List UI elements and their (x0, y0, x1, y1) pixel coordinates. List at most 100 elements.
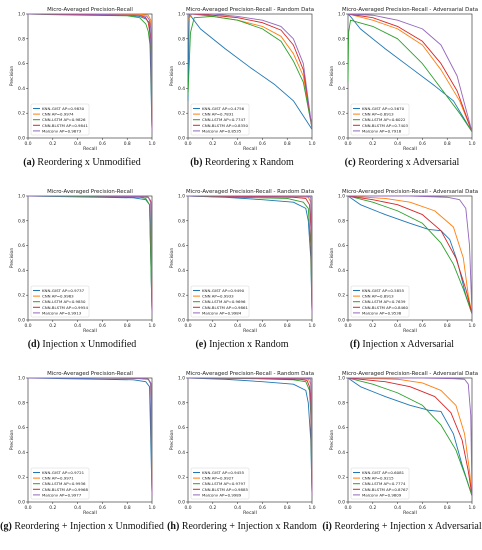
legend-entry: CNN-LSTM AP=0.6022 (362, 117, 406, 122)
legend-entry: Malconv AP=0.8535 (202, 128, 242, 133)
chart-panel: Micro-Averaged Precision-Recall 0.0 0.2 0.4… (6, 4, 158, 152)
chart-title: Micro-Averaged Precision-Recall - Random… (186, 7, 314, 13)
chart-svg: Micro-Averaged Precision-Recall - Random… (169, 7, 316, 152)
y-tick-label: 1.0 (338, 12, 345, 18)
x-tick-label: 0.4 (74, 505, 81, 511)
subfigure-caption: (h) Reordering + Injection x Random (160, 521, 324, 532)
legend-entry: KNN-GIST AP=0.9830 (42, 106, 85, 111)
chart-panel: Micro-Averaged Precision-Recall - Advers… (326, 368, 478, 516)
series-line (348, 377, 473, 496)
y-tick-label: 0.2 (338, 475, 345, 481)
caption-text: Injection x Random (206, 339, 289, 350)
x-tick-label: 0.8 (284, 505, 291, 511)
legend-entry: CNN-BLSTM AP=0.9968 (42, 487, 88, 492)
legend-entry: CNN-LSTM AP=0.9797 (202, 481, 246, 486)
series-line (347, 13, 473, 132)
series-line (347, 13, 473, 132)
x-tick-label: 0.6 (419, 141, 426, 147)
y-tick-label: 0.2 (178, 111, 185, 117)
subfigure-caption: (c) Reordering x Adversarial (320, 157, 482, 168)
legend-box (190, 467, 250, 500)
x-tick-label: 0.2 (49, 505, 56, 511)
caption-letter: (d) (27, 339, 40, 350)
legend-box (190, 285, 250, 318)
y-tick-label: 0.8 (178, 218, 185, 224)
legend-entry: Malconv AP=0.9984 (202, 310, 242, 315)
x-axis-label: Recall (83, 146, 97, 150)
series-line (347, 195, 473, 314)
legend-entry: Malconv AP=0.7916 (362, 128, 402, 133)
legend-entry: KNN-GIST AP=0.9490 (202, 288, 245, 293)
legend-entry: CNN-BLSTM AP=0.8460 (362, 305, 408, 310)
legend-entry: Malconv AP=0.9977 (42, 492, 82, 497)
legend-entry: CNN-LSTM AP=0.9826 (42, 117, 86, 122)
chart-svg: Micro-Averaged Precision-Recall - Advers… (329, 371, 478, 516)
legend-entry: CNN-BLSTM AP=0.9954 (42, 305, 88, 310)
series-line (187, 377, 313, 496)
caption-text: Reordering + Injection x Adversarial (331, 521, 482, 532)
legend-box (350, 103, 410, 136)
legend-entry: Malconv AP=0.9873 (42, 128, 82, 133)
y-tick-label: 0.4 (338, 450, 345, 456)
series-line (347, 377, 473, 496)
x-tick-label: 1.0 (469, 141, 476, 147)
legend-entry: CNN-LSTM AP=0.7774 (362, 481, 406, 486)
x-tick-label: 0.8 (284, 323, 291, 329)
y-tick-label: 0.8 (18, 218, 25, 224)
legend-entry: CNN AP=0.7831 (202, 112, 234, 117)
y-tick-label: 0.4 (338, 268, 345, 274)
x-tick-label: 0.2 (369, 323, 376, 329)
x-tick-label: 1.0 (309, 323, 316, 329)
x-tick-label: 1.0 (149, 323, 156, 329)
x-tick-label: 0.6 (419, 323, 426, 329)
x-tick-label: 0.8 (444, 505, 451, 511)
caption-letter: (c) (344, 157, 356, 168)
legend-entry: KNN-GIST AP=0.6081 (362, 470, 405, 475)
x-tick-label: 0.2 (209, 505, 216, 511)
series-line (28, 377, 153, 496)
x-tick-label: 0.2 (369, 141, 376, 147)
chart-title: Micro-Averaged Precision-Recall - Advers… (342, 7, 478, 13)
caption-text: Injection x Unmodified (39, 339, 137, 350)
series-line (347, 195, 473, 314)
series-line (347, 195, 473, 314)
series-line (27, 195, 153, 314)
x-axis-label: Recall (403, 328, 417, 332)
y-tick-label: 1.0 (178, 376, 185, 382)
legend-entry: CNN AP=0.9971 (42, 476, 74, 481)
y-tick-label: 1.0 (178, 194, 185, 200)
chart-panel: Micro-Averaged Precision-Recall 0.0 0.2 0.4… (6, 368, 158, 516)
x-tick-label: 0.2 (369, 505, 376, 511)
x-tick-label: 1.0 (309, 141, 316, 147)
caption-text: Reordering x Random (202, 157, 294, 168)
chart-panel: Micro-Averaged Precision-Recall - Random… (166, 186, 318, 334)
chart-svg: Micro-Averaged Precision-Recall - Random… (169, 371, 316, 516)
x-tick-label: 0.0 (345, 505, 352, 511)
x-tick-label: 1.0 (309, 505, 316, 511)
chart-panel: Micro-Averaged Precision-Recall - Advers… (326, 186, 478, 334)
x-tick-label: 0.8 (124, 323, 131, 329)
x-tick-label: 0.8 (444, 323, 451, 329)
x-tick-label: 0.6 (99, 141, 106, 147)
x-tick-label: 0.6 (419, 505, 426, 511)
legend-entry: CNN-LSTM AP=0.9936 (42, 481, 86, 486)
y-tick-label: 0.6 (178, 61, 185, 67)
y-axis-label: Precision (9, 248, 15, 269)
chart-svg: Micro-Averaged Precision-Recall 0.0 0.2 0.4… (9, 371, 156, 516)
y-tick-label: 1.0 (178, 12, 185, 18)
y-tick-label: 0.0 (18, 500, 25, 506)
subfigure-caption: (f) Injection x Adversarial (320, 339, 482, 350)
y-tick-label: 0.6 (338, 425, 345, 431)
legend-box (350, 467, 410, 500)
y-tick-label: 0.8 (338, 36, 345, 42)
y-tick-label: 0.0 (338, 136, 345, 142)
y-tick-label: 0.4 (178, 268, 185, 274)
series-line (27, 13, 153, 132)
x-tick-label: 0.2 (49, 141, 56, 147)
x-tick-label: 0.0 (185, 141, 192, 147)
x-tick-label: 0.0 (345, 323, 352, 329)
x-tick-label: 0.8 (284, 141, 291, 147)
